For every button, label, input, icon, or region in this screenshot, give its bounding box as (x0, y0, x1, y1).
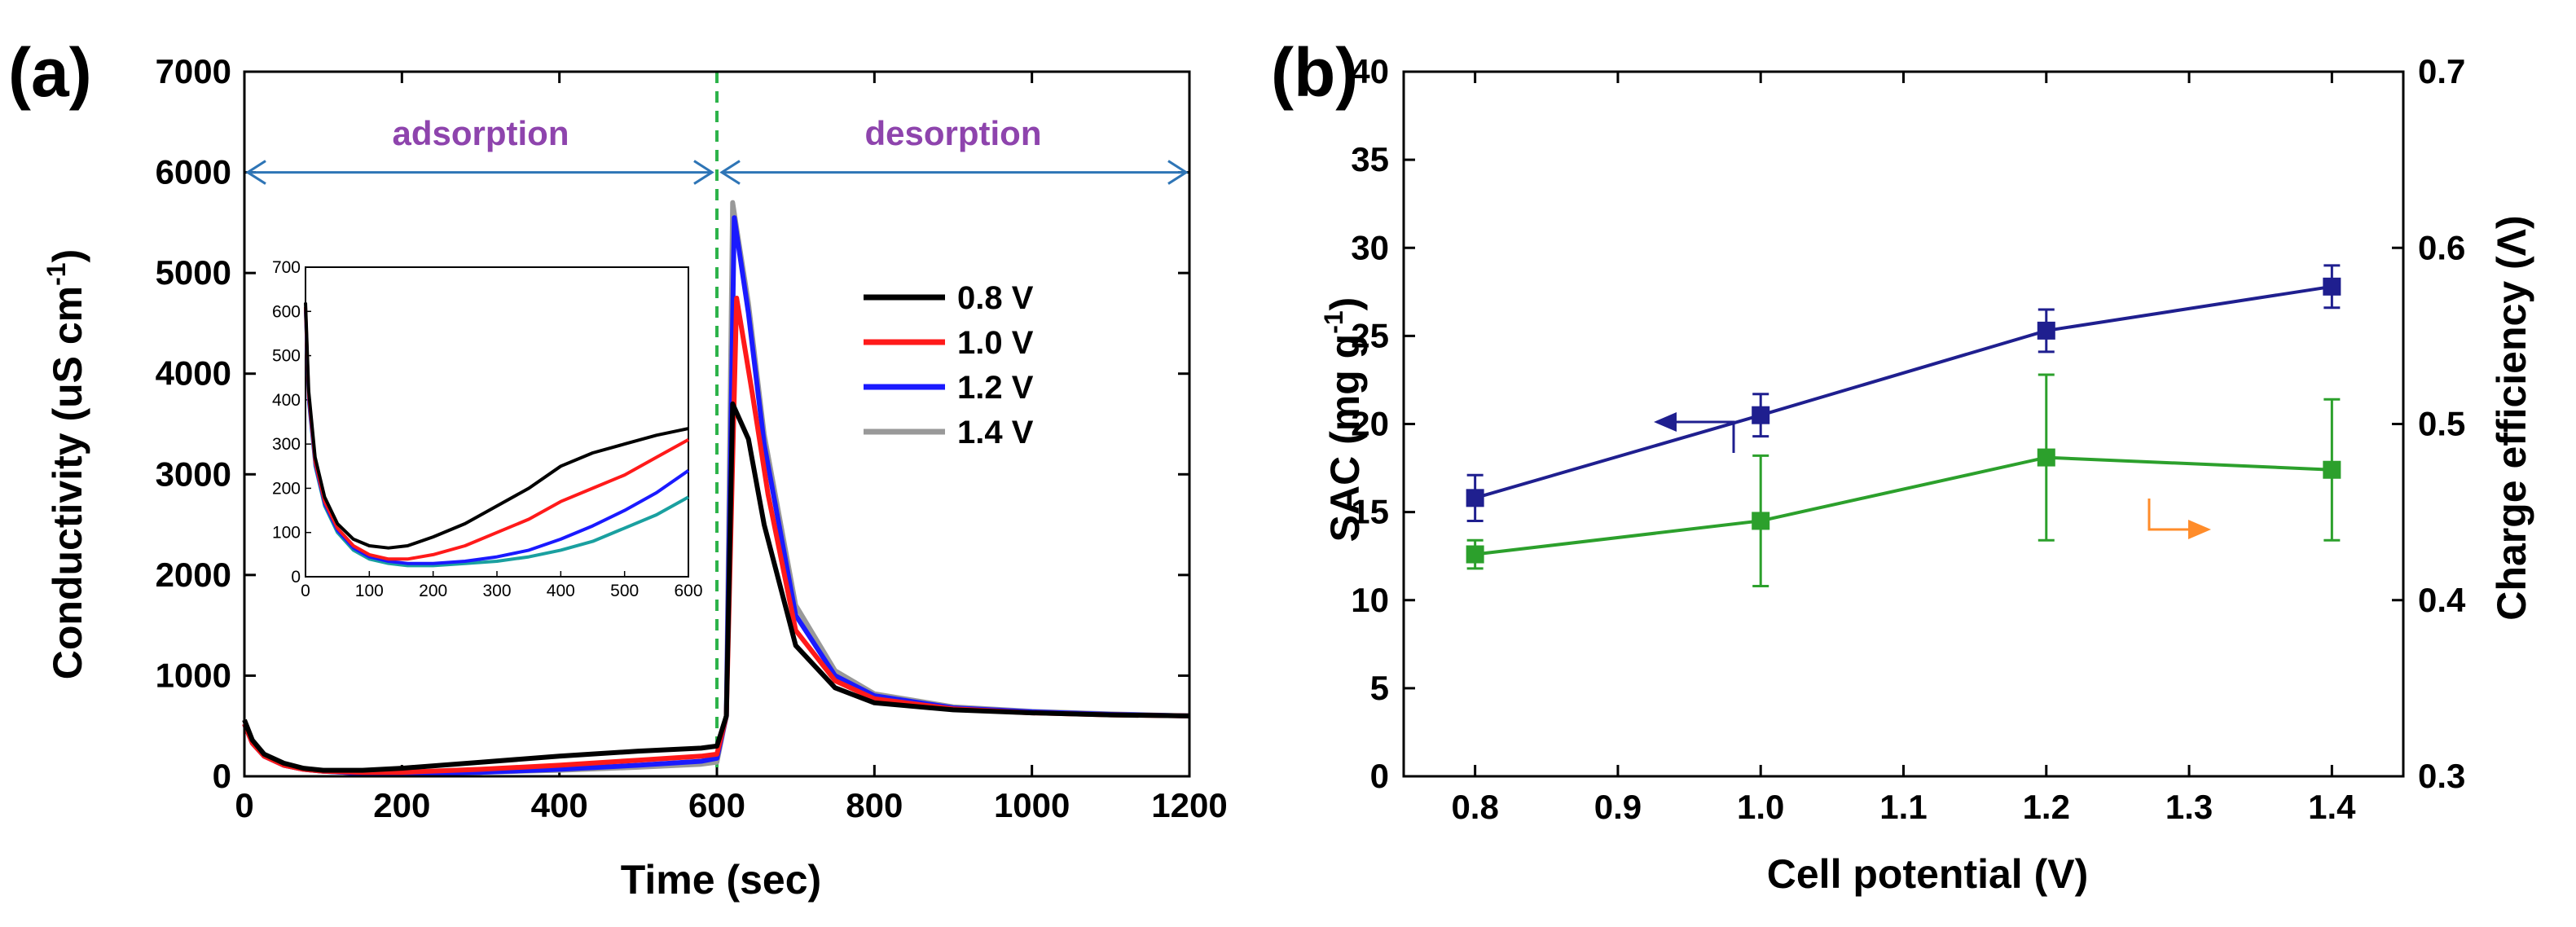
y-tick-label-a: 4000 (156, 354, 231, 393)
desorption-label: desorption (865, 114, 1042, 152)
x-axis-label-a: Time (sec) (621, 857, 821, 903)
y-tick-label-b: 5 (1370, 669, 1389, 707)
inset-x-tick-label: 400 (547, 582, 575, 600)
right-arrow-head (2188, 520, 2211, 539)
series-b (1466, 264, 2341, 587)
y-axis-label-a: Conductivity (uS cm-1) (42, 249, 90, 679)
y-tick-label-b: 30 (1351, 228, 1389, 266)
x-tick-label-b: 1.2 (2023, 788, 2070, 826)
y2-tick-label-b: 0.5 (2418, 405, 2465, 443)
inset-x-tick-label: 500 (610, 582, 639, 600)
series-lines-a (242, 200, 1190, 776)
right-axis-arrow (2147, 499, 2201, 531)
arrow-head (245, 160, 266, 185)
data-point-marker (2037, 448, 2055, 467)
x-tick-label-b: 1.0 (1737, 788, 1784, 826)
arrow-head (693, 160, 714, 185)
inset-series-lines (304, 302, 690, 568)
inset-y-tick-label: 200 (272, 479, 301, 498)
y-tick-label-b: 35 (1351, 140, 1389, 178)
data-point-marker (1466, 489, 1484, 507)
legend-label: 1.0 V (957, 325, 1034, 361)
y-tick-label-a: 2000 (156, 556, 231, 594)
legend-a: 0.8 V 1.0 V 1.2 V 1.4 V (864, 280, 1034, 450)
y2-tick-label-b: 0.3 (2418, 757, 2465, 795)
left-arrow-head (1654, 412, 1677, 432)
legend-label: 1.4 V (957, 415, 1034, 450)
series-line-a (242, 401, 1190, 773)
y-tick-label-a: 3000 (156, 455, 231, 493)
inset-ticks: 0 100 200 300 400 500 600 700 0 100 200 300 400 500 60… (272, 258, 703, 600)
y-tick-label-b: 25 (1351, 316, 1389, 354)
inset-y-tick-label: 500 (272, 347, 301, 366)
inset-x-tick-label: 200 (419, 582, 447, 600)
inset-y-tick-label: 400 (272, 391, 301, 410)
data-point-marker (2037, 321, 2055, 340)
inset-x-tick-label: 100 (355, 582, 384, 600)
y-axis-label-b: SAC (mg g-1) (1319, 297, 1368, 543)
x-tick-label-b: 1.1 (1879, 788, 1927, 826)
x-ticks-a: 0 200 400 600 800 1000 1200 (235, 72, 1228, 824)
inset-y-tick-label: 100 (272, 524, 301, 543)
inset-series-line (304, 302, 689, 550)
y2-axis-label-b: Charge efficiency (Λ) (2489, 215, 2534, 620)
data-point-marker (1752, 406, 1770, 424)
inset-y-tick-label: 0 (291, 568, 301, 587)
y2-tick-label-b: 0.4 (2418, 581, 2466, 619)
x-tick-label-b: 0.8 (1451, 788, 1498, 826)
y-tick-label-a: 0 (213, 757, 231, 795)
data-point-marker (2323, 460, 2341, 479)
series-line-b (1475, 455, 2332, 556)
inset-y-tick-label: 300 (272, 435, 301, 454)
y-tick-label-b: 0 (1370, 757, 1389, 795)
series-line-b (1475, 284, 2332, 500)
inset-x-tick-label: 0 (301, 582, 310, 600)
y-tick-label-b: 10 (1351, 581, 1389, 619)
inset-x-tick-label: 600 (674, 582, 702, 600)
plot-frame-a (243, 70, 1191, 778)
y2-tick-label-b: 0.6 (2418, 228, 2465, 266)
x-tick-label-a: 200 (373, 786, 430, 824)
arrow-head (719, 160, 741, 185)
x-tick-label-b: 1.3 (2165, 788, 2213, 826)
legend-label: 0.8 V (957, 280, 1034, 316)
y-tick-label-b: 40 (1351, 52, 1389, 90)
x-axis-label-b: Cell potential (V) (1767, 851, 2088, 897)
inset-x-tick-label: 300 (482, 582, 511, 600)
y-tick-label-a: 6000 (156, 153, 231, 191)
y-tick-label-a: 7000 (156, 52, 231, 90)
ticks-b: 0 5 10 15 20 25 30 35 40 0.3 0.4 0.5 0.6 0.7 0.8 0.9 1.0… (1351, 52, 2466, 826)
x-tick-label-b: 1.4 (2308, 788, 2356, 826)
data-point-marker (1752, 512, 1770, 530)
sac-charge-efficiency-chart: (b) SAC (mg g-1) Charge efficiency (Λ) C… (1271, 34, 2534, 897)
adsorption-label: adsorption (393, 114, 569, 152)
phase-arrows (245, 160, 1189, 185)
data-point-marker (1466, 545, 1484, 564)
conductivity-chart: (a) Conductivity (uS cm-1) Time (sec) 0 1… (8, 34, 1228, 903)
plot-frame-b (1402, 70, 2405, 778)
y-tick-label-a: 1000 (156, 656, 231, 694)
x-tick-label-a: 600 (688, 786, 745, 824)
y-tick-label-b: 20 (1351, 405, 1389, 443)
y-tick-label-b: 15 (1351, 493, 1389, 531)
axis-indicator-arrows (1654, 412, 2211, 539)
arrow-head (1167, 160, 1189, 185)
inset-y-tick-label: 600 (272, 302, 301, 321)
inset-y-tick-label: 700 (272, 258, 301, 277)
x-tick-label-a: 800 (846, 786, 903, 824)
x-tick-label-a: 1000 (994, 786, 1070, 824)
legend-label: 1.2 V (957, 370, 1034, 406)
panel-label-b: (b) (1271, 34, 1358, 111)
x-tick-label-a: 1200 (1151, 786, 1227, 824)
x-tick-label-a: 400 (531, 786, 588, 824)
y2-tick-label-b: 0.7 (2418, 52, 2465, 90)
x-tick-label-b: 0.9 (1594, 788, 1642, 826)
x-tick-label-a: 0 (235, 786, 253, 824)
y-tick-label-a: 5000 (156, 253, 231, 292)
panel-label-a: (a) (8, 34, 92, 111)
data-point-marker (2323, 277, 2341, 296)
inset-chart: 0 100 200 300 400 500 600 700 0 100 200 300 400 500 60… (272, 258, 703, 600)
